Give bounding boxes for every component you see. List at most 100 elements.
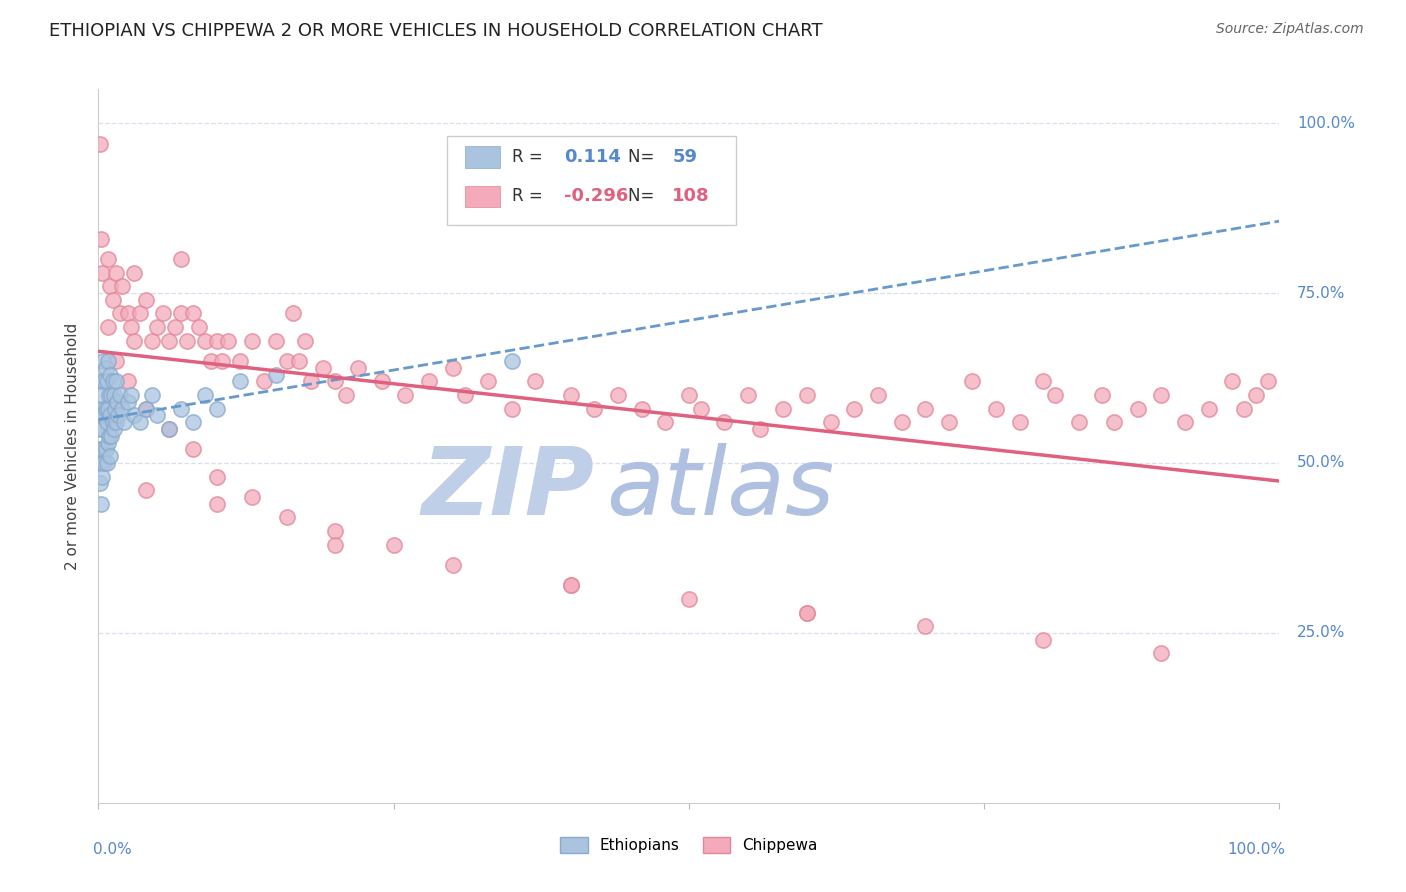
- Point: [1244, 388, 1267, 402]
- Point: [205, 497, 228, 511]
- Point: [200, 354, 222, 368]
- Point: [146, 320, 169, 334]
- Point: [335, 388, 357, 402]
- Point: [90, 422, 112, 436]
- Point: [1174, 415, 1197, 429]
- Point: [117, 394, 139, 409]
- Text: 25.0%: 25.0%: [1298, 625, 1346, 640]
- Point: [217, 334, 239, 348]
- Point: [283, 306, 305, 320]
- Point: [962, 375, 984, 389]
- Point: [97, 435, 120, 450]
- Point: [91, 442, 114, 457]
- Point: [1198, 401, 1220, 416]
- Point: [748, 422, 770, 436]
- Point: [101, 415, 124, 429]
- Point: [176, 334, 198, 348]
- Point: [1091, 388, 1114, 402]
- Point: [121, 388, 143, 402]
- Point: [890, 415, 912, 429]
- Point: [105, 415, 128, 429]
- Point: [108, 306, 131, 320]
- Point: [98, 429, 121, 443]
- Point: [100, 429, 122, 443]
- Point: [91, 469, 114, 483]
- Point: [122, 334, 145, 348]
- Point: [104, 401, 127, 416]
- Text: 108: 108: [672, 187, 710, 205]
- Point: [117, 375, 139, 389]
- Point: [96, 456, 118, 470]
- Point: [240, 490, 263, 504]
- Point: [117, 306, 139, 320]
- Point: [477, 375, 499, 389]
- Text: N=: N=: [627, 148, 659, 166]
- Point: [128, 415, 150, 429]
- Point: [135, 293, 157, 307]
- Point: [689, 401, 711, 416]
- Point: [97, 354, 120, 368]
- FancyBboxPatch shape: [464, 186, 501, 207]
- Point: [501, 401, 523, 416]
- Point: [111, 279, 134, 293]
- Point: [678, 591, 700, 606]
- Point: [91, 388, 114, 402]
- Point: [128, 306, 150, 320]
- Point: [98, 449, 121, 463]
- Point: [984, 401, 1007, 416]
- Point: [772, 401, 794, 416]
- Point: [181, 442, 204, 457]
- Point: [146, 409, 169, 423]
- Legend: Ethiopians, Chippewa: Ethiopians, Chippewa: [554, 831, 824, 859]
- Point: [1032, 632, 1054, 647]
- Point: [90, 456, 112, 470]
- Point: [93, 375, 115, 389]
- Point: [1150, 388, 1173, 402]
- Y-axis label: 2 or more Vehicles in Household: 2 or more Vehicles in Household: [65, 322, 80, 570]
- Point: [101, 293, 124, 307]
- Text: R =: R =: [512, 187, 548, 205]
- Point: [713, 415, 735, 429]
- Point: [1233, 401, 1256, 416]
- Point: [1032, 375, 1054, 389]
- Point: [90, 497, 112, 511]
- Point: [90, 375, 112, 389]
- Point: [205, 334, 228, 348]
- Point: [347, 360, 370, 375]
- Point: [141, 334, 163, 348]
- Point: [170, 306, 193, 320]
- Point: [394, 388, 416, 402]
- Text: R =: R =: [512, 148, 548, 166]
- Point: [453, 388, 475, 402]
- Text: ETHIOPIAN VS CHIPPEWA 2 OR MORE VEHICLES IN HOUSEHOLD CORRELATION CHART: ETHIOPIAN VS CHIPPEWA 2 OR MORE VEHICLES…: [49, 22, 823, 40]
- Point: [181, 306, 204, 320]
- Point: [97, 252, 120, 266]
- Point: [170, 252, 193, 266]
- Point: [371, 375, 394, 389]
- Point: [276, 510, 298, 524]
- Text: atlas: atlas: [606, 443, 835, 534]
- Point: [524, 375, 547, 389]
- Point: [170, 401, 193, 416]
- Point: [94, 442, 117, 457]
- Point: [165, 320, 187, 334]
- Point: [820, 415, 842, 429]
- Text: 75.0%: 75.0%: [1298, 285, 1346, 301]
- Point: [94, 360, 117, 375]
- Point: [122, 409, 145, 423]
- Point: [1220, 375, 1243, 389]
- Point: [264, 334, 287, 348]
- Point: [105, 375, 128, 389]
- Point: [382, 537, 405, 551]
- FancyBboxPatch shape: [447, 136, 737, 225]
- Point: [205, 401, 228, 416]
- Text: 0.0%: 0.0%: [93, 842, 131, 857]
- Point: [312, 360, 335, 375]
- Point: [737, 388, 759, 402]
- Point: [1102, 415, 1125, 429]
- Point: [229, 375, 252, 389]
- Point: [152, 306, 174, 320]
- Point: [1067, 415, 1090, 429]
- Point: [264, 368, 287, 382]
- Point: [98, 388, 121, 402]
